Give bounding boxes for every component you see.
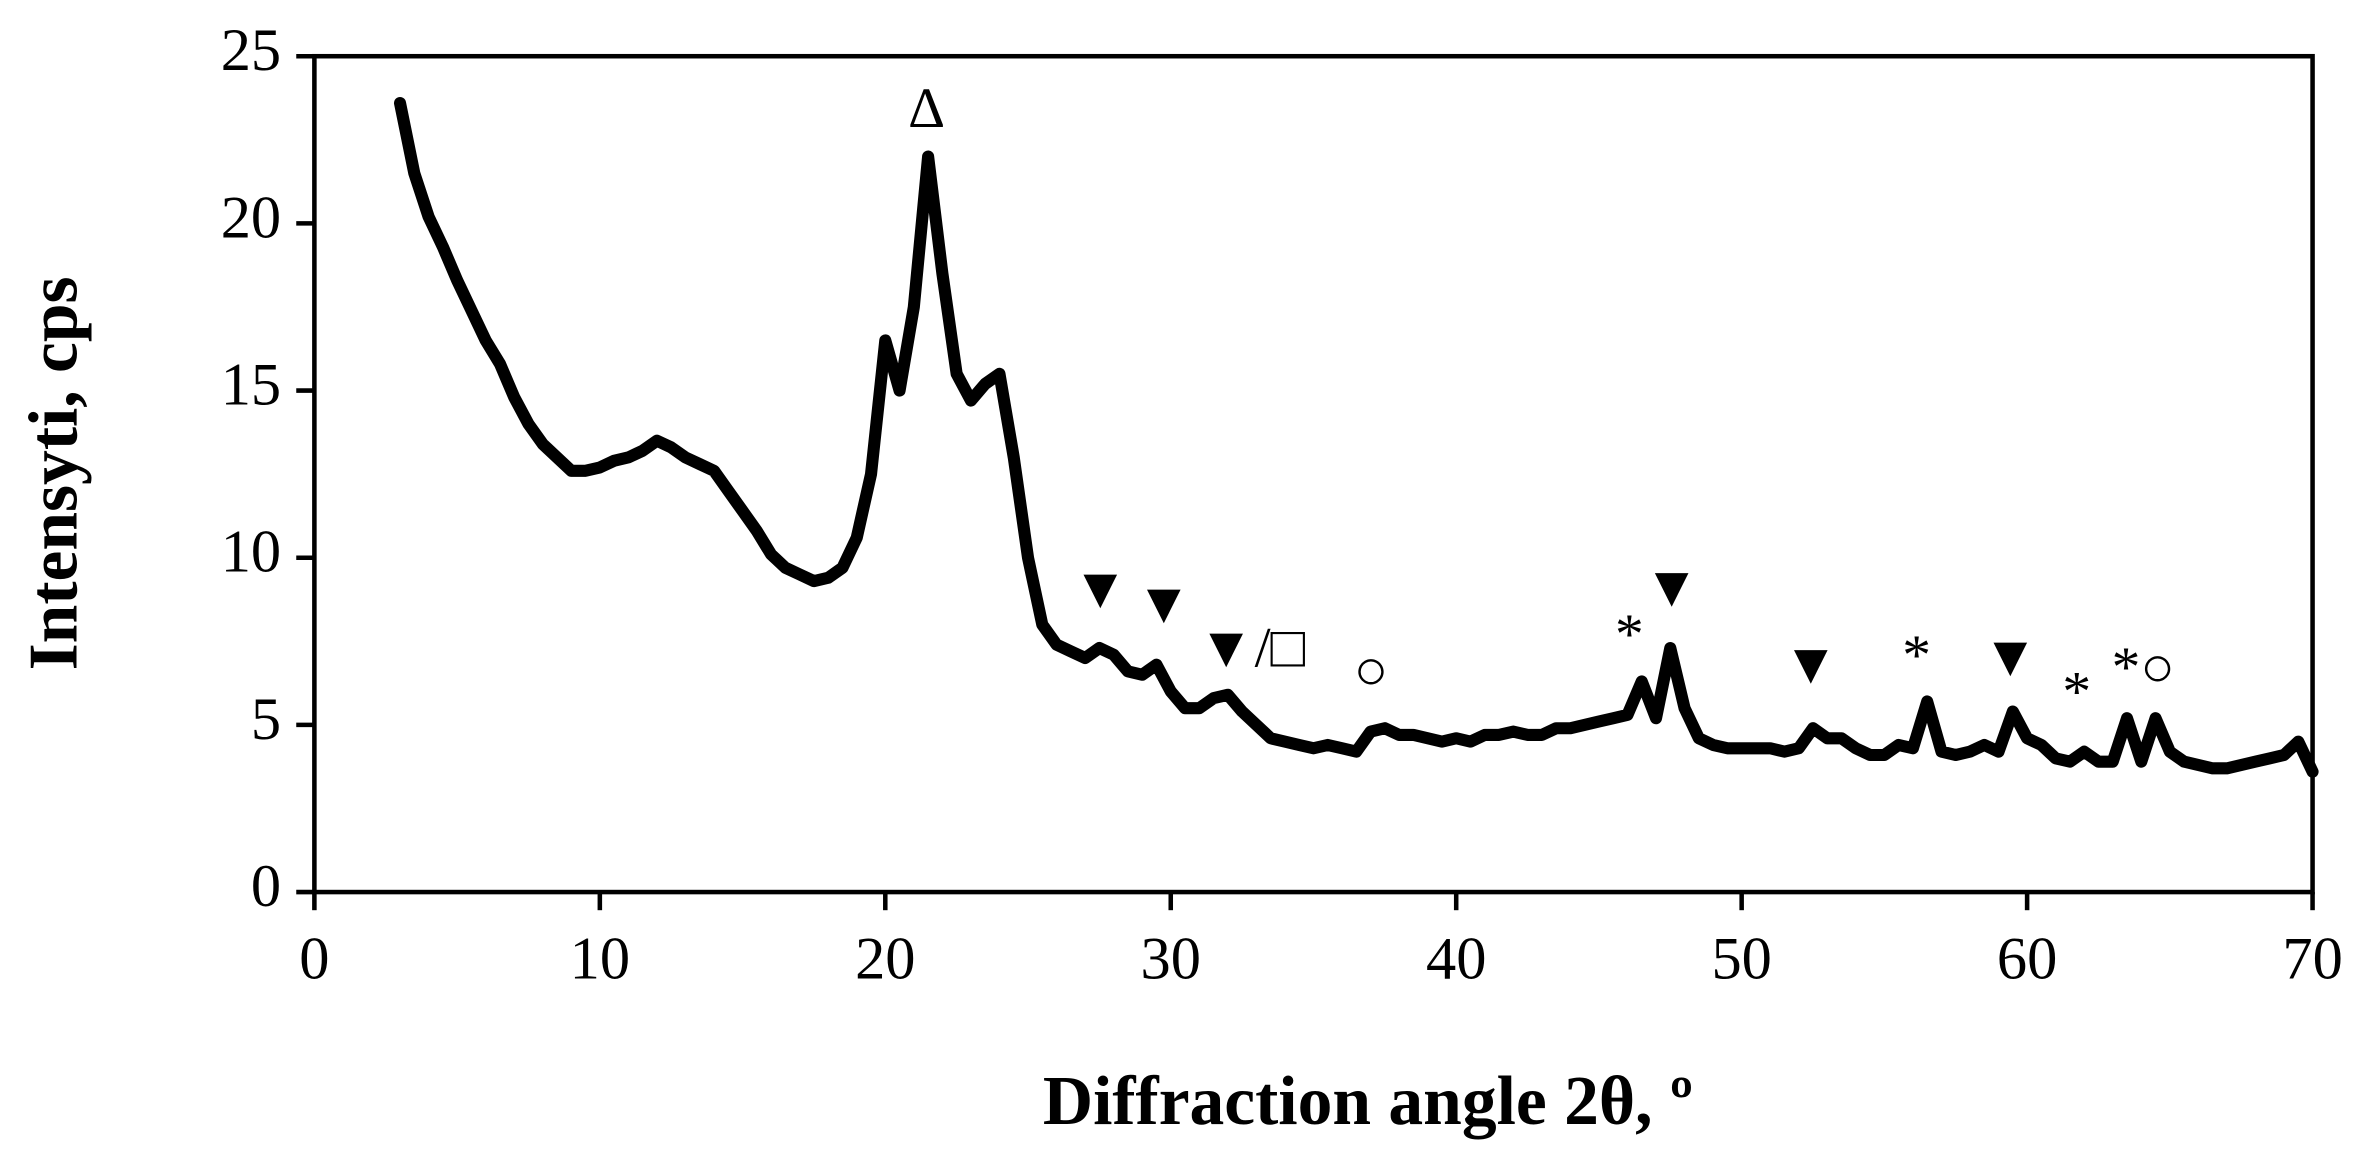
peak-annotation: ○ [1354,639,1389,702]
peak-annotation: ▼ [1135,573,1192,636]
peak-annotation: * [2062,660,2091,723]
x-tick-label: 30 [1141,925,1201,992]
y-tick-label: 10 [221,519,281,586]
x-tick-label: 0 [299,925,329,992]
plot-frame [312,53,2315,895]
peak-annotation: Δ [908,77,945,140]
peak-annotation: ▼ [1782,633,1839,696]
x-tick-label: 60 [1997,925,2057,992]
peak-annotation: * [1615,603,1644,666]
y-axis-title: Intensyti, cps [15,276,92,670]
peak-annotation: ▼ [1072,557,1129,620]
peak-annotation: ▼ [1643,556,1700,619]
peak-annotation: ▼/□ [1198,616,1306,679]
y-tick-label: 5 [251,686,281,753]
x-tick-label: 10 [570,925,630,992]
x-tick-label: 50 [1711,925,1771,992]
x-tick-label: 40 [1426,925,1486,992]
peak-annotation: ▼ [1982,626,2039,689]
x-tick-label: 70 [2282,925,2342,992]
y-tick-label: 25 [221,17,281,84]
peak-annotation: *○ [2112,636,2175,699]
y-tick-label: 20 [221,184,281,251]
peak-annotation: * [1902,624,1931,687]
y-tick-label: 15 [221,351,281,418]
x-tick-label: 20 [855,925,915,992]
y-tick-label: 0 [251,853,281,920]
x-axis-title: Diffraction angle 2θ, º [1043,1063,1693,1140]
data-line [393,96,2319,778]
